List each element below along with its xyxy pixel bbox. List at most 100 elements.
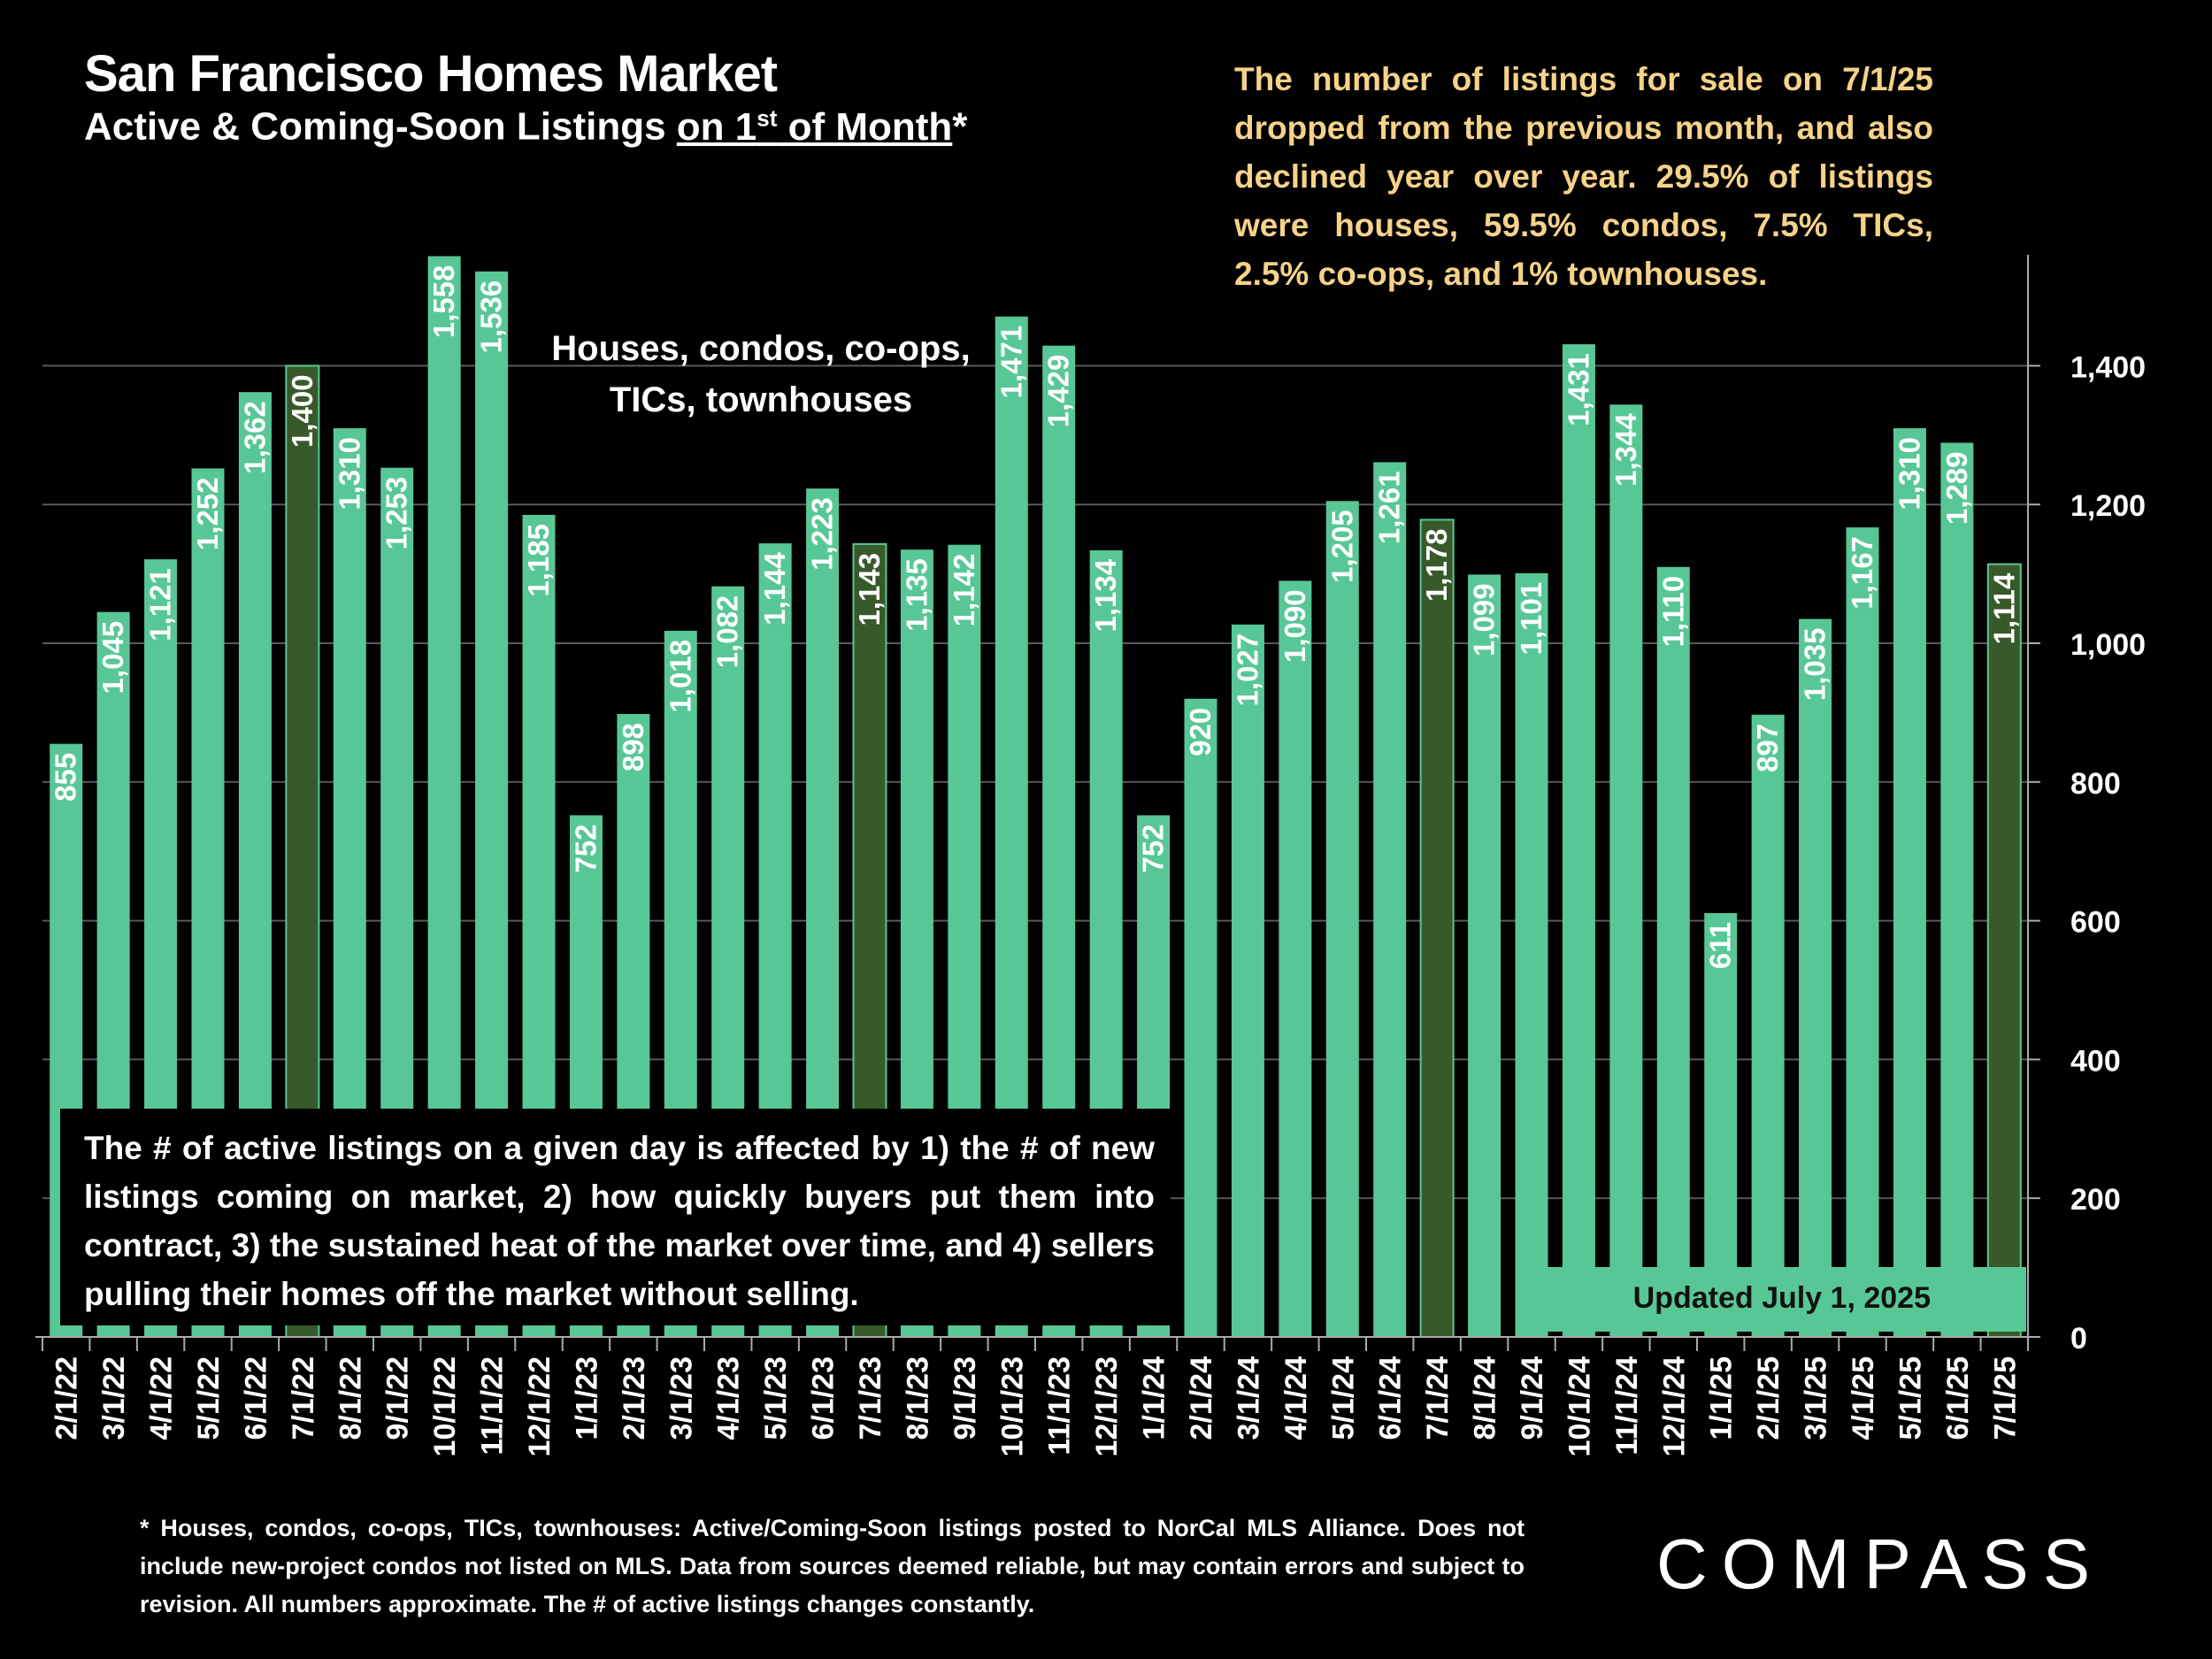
x-tick-label: 6/1/25: [1941, 1356, 1975, 1440]
bar-value-label: 1,035: [1799, 628, 1832, 702]
x-tick-label: 8/1/22: [334, 1356, 367, 1440]
x-tick-label: 11/1/23: [1043, 1356, 1077, 1455]
bar-value-label: 1,167: [1846, 536, 1878, 610]
x-tick-label: 1/1/23: [570, 1356, 603, 1440]
x-tick-label: 3/1/23: [664, 1356, 698, 1440]
bar-value-label: 1,178: [1420, 528, 1453, 602]
bar: [1704, 912, 1738, 1337]
x-tick-label: 7/1/24: [1421, 1356, 1455, 1440]
x-tick-label: 6/1/23: [807, 1356, 841, 1440]
bar-value-label: 1,558: [427, 265, 460, 339]
bar-value-label: 1,310: [1893, 437, 1925, 511]
x-tick-label: 2/1/22: [50, 1356, 84, 1440]
bar-value-label: 1,135: [900, 558, 933, 632]
bar-value-label: 752: [569, 824, 602, 872]
bar-value-label: 1,310: [333, 437, 365, 511]
bar-value-label: 1,362: [238, 401, 271, 474]
x-tick-label: 1/1/25: [1705, 1356, 1739, 1440]
x-tick-label: 3/1/24: [1232, 1356, 1265, 1440]
bar-value-label: 1,471: [995, 326, 1027, 399]
bar-value-label: 1,205: [1325, 510, 1358, 583]
y-tick-label: 800: [2070, 767, 2121, 801]
x-tick-label: 10/1/22: [428, 1356, 462, 1456]
bar-value-label: 1,121: [144, 568, 177, 641]
bar-value-label: 1,223: [806, 497, 839, 571]
bar-value-label: 611: [1704, 922, 1737, 969]
page-title: San Francisco Homes Market: [84, 45, 778, 103]
x-tick-label: 12/1/22: [523, 1356, 557, 1456]
y-tick-label: 200: [2070, 1183, 2121, 1217]
x-tick-label: 8/1/24: [1469, 1356, 1502, 1440]
bar: [1609, 404, 1643, 1338]
x-tick-label: 1/1/24: [1138, 1356, 1171, 1440]
bar: [1468, 574, 1502, 1337]
bar-value-label: 1,536: [475, 280, 508, 354]
y-tick-label: 600: [2070, 906, 2121, 940]
bar-value-label: 752: [1137, 824, 1170, 872]
bar-value-label: 1,261: [1373, 471, 1406, 544]
bar-value-label: 898: [617, 723, 649, 772]
bar-value-label: 1,400: [286, 374, 319, 448]
bar-value-label: 1,018: [664, 640, 696, 713]
bar-value-label: 1,045: [96, 621, 129, 695]
y-tick-label: 1,400: [2070, 350, 2146, 384]
x-tick-label: 2/1/25: [1752, 1356, 1786, 1440]
bar: [1373, 462, 1407, 1337]
bar: [1231, 624, 1264, 1337]
x-tick-label: 6/1/24: [1374, 1356, 1408, 1440]
bar-value-label: 920: [1184, 708, 1217, 757]
bar: [1325, 501, 1359, 1337]
x-tick-label: 5/1/24: [1326, 1356, 1360, 1440]
bar-value-label: 1,110: [1656, 576, 1689, 648]
bar-value-label: 1,101: [1515, 582, 1548, 656]
bar-value-label: 1,143: [853, 553, 886, 626]
x-tick-label: 3/1/22: [97, 1356, 131, 1440]
explanation-box: The # of active listings on a given day …: [60, 1109, 1171, 1325]
x-tick-label: 6/1/22: [239, 1356, 273, 1440]
bar-value-label: 1,431: [1562, 353, 1594, 426]
x-tick-label: 9/1/23: [949, 1356, 982, 1440]
bar-value-label: 1,252: [191, 477, 224, 550]
explanation-text: The # of active listings on a given day …: [84, 1130, 1155, 1312]
series-note-line-1: Houses, condos, co-ops,: [551, 329, 971, 368]
x-tick-label: 4/1/22: [145, 1356, 179, 1440]
x-tick-label: 10/1/23: [995, 1356, 1029, 1456]
bar-value-label: 897: [1751, 724, 1784, 772]
bar: [1515, 572, 1548, 1337]
x-tick-label: 7/1/22: [287, 1356, 320, 1440]
bar-value-label: 1,090: [1279, 589, 1311, 663]
chart-subtitle: Active & Coming-Soon Listings on 1st of …: [84, 104, 968, 149]
bar-value-label: 855: [50, 753, 82, 802]
x-tick-label: 12/1/23: [1090, 1356, 1124, 1456]
x-tick-label: 11/1/22: [476, 1356, 510, 1455]
bar-value-label: 1,134: [1089, 558, 1122, 632]
series-note: Houses, condos, co-ops, TICs, townhouses: [518, 323, 1004, 426]
y-tick-label: 1,000: [2070, 628, 2146, 662]
x-tick-label: 2/1/23: [618, 1356, 651, 1440]
bar-value-label: 1,429: [1042, 355, 1075, 428]
x-tick-label: 11/1/24: [1610, 1356, 1644, 1455]
x-tick-label: 12/1/24: [1657, 1356, 1691, 1457]
x-tick-label: 7/1/25: [1988, 1356, 2022, 1440]
footnote: * Houses, condos, co-ops, TICs, townhous…: [140, 1515, 1525, 1617]
bar-value-label: 1,099: [1468, 583, 1501, 657]
x-tick-label: 4/1/25: [1847, 1356, 1880, 1440]
bar: [1184, 698, 1217, 1337]
bar-value-label: 1,027: [1231, 634, 1263, 707]
bar: [1846, 527, 1879, 1337]
bar-value-label: 1,114: [1987, 572, 2020, 644]
y-tick-label: 400: [2070, 1044, 2121, 1078]
x-tick-label: 4/1/24: [1279, 1356, 1313, 1440]
insight-annotation: The number of listings for sale on 7/1/2…: [1234, 61, 1933, 292]
bar: [1279, 580, 1312, 1337]
bar: [1751, 714, 1785, 1337]
x-tick-label: 5/1/25: [1893, 1356, 1927, 1440]
bar-highlight: [1986, 563, 2022, 1338]
x-tick-label: 2/1/24: [1185, 1356, 1218, 1440]
bar-value-label: 1,289: [1940, 451, 1973, 525]
bar: [1893, 427, 1926, 1338]
x-tick-label: 9/1/22: [381, 1356, 415, 1440]
bar-highlight: [1419, 518, 1455, 1338]
x-tick-label: 4/1/23: [712, 1356, 746, 1440]
x-tick-label: 9/1/24: [1516, 1356, 1549, 1440]
